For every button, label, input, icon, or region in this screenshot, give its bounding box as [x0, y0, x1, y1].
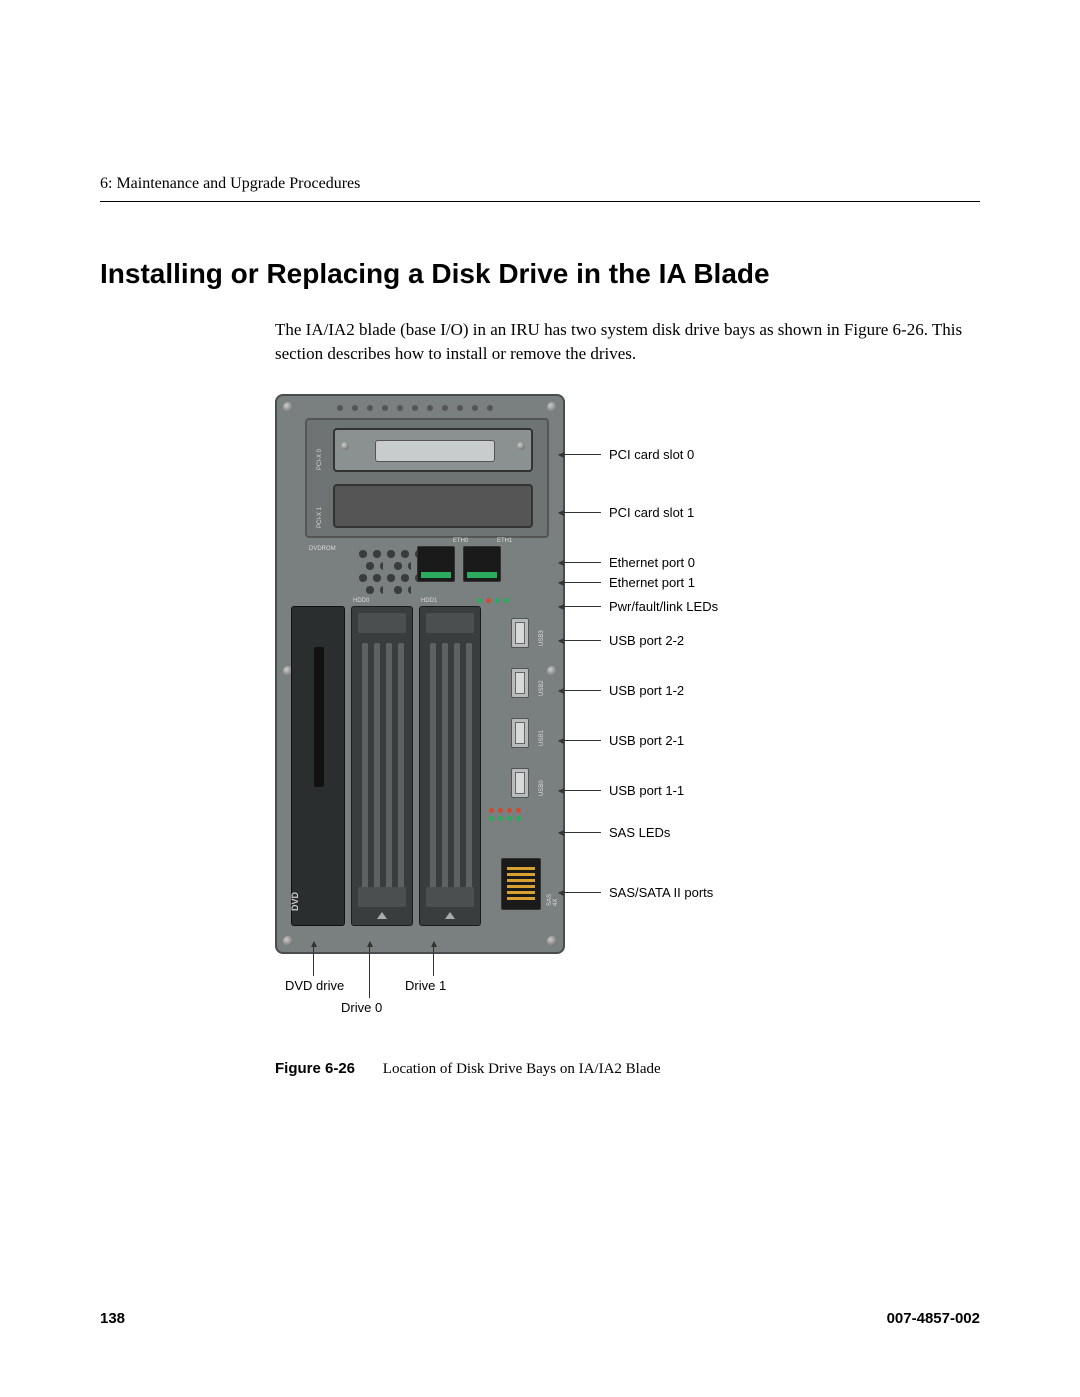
- eth0-label: ETH0: [453, 538, 468, 544]
- ethernet-block: ETH0 ETH1: [417, 546, 537, 594]
- rivet-icon: [487, 405, 493, 411]
- callout-label: Ethernet port 1: [609, 575, 695, 590]
- page-number: 138: [100, 1310, 125, 1327]
- figure-label: Figure 6-26: [275, 1060, 355, 1077]
- callout-label: PCI card slot 0: [609, 447, 694, 462]
- rivet-icon: [337, 405, 343, 411]
- led-icon: [495, 598, 500, 603]
- document-id: 007-4857-002: [887, 1310, 980, 1327]
- callout-item: SAS LEDs: [559, 824, 670, 842]
- page-footer: 138 007-4857-002: [100, 1310, 980, 1327]
- led-icon: [486, 598, 491, 603]
- figure: PCI-X 0 PCI-X 1 DVDROM ETH0 ETH1: [275, 394, 915, 1042]
- callout-label: Drive 1: [405, 978, 446, 993]
- callout-arrow-icon: [559, 892, 601, 893]
- callout-label: SAS/SATA II ports: [609, 885, 713, 900]
- callout-item: USB port 2-2: [559, 632, 684, 650]
- callout-arrow-icon: [559, 606, 601, 607]
- callout-label: Pwr/fault/link LEDs: [609, 599, 718, 614]
- callout-item: USB port 2-1: [559, 732, 684, 750]
- callout-arrow-icon: [559, 790, 601, 791]
- rivet-icon: [382, 405, 388, 411]
- callout-item: Ethernet port 1: [559, 574, 695, 592]
- callout-arrow-icon: [559, 562, 601, 563]
- page: 6: Maintenance and Upgrade Procedures In…: [0, 0, 1080, 1138]
- drive-0-icon: [351, 606, 413, 926]
- callout-arrow-icon: [559, 690, 601, 691]
- callout-item: PCI card slot 1: [559, 504, 694, 522]
- rivet-icon: [397, 405, 403, 411]
- callout-arrow-icon: [559, 582, 601, 583]
- callout-label: USB port 2-1: [609, 733, 684, 748]
- led-icon: [504, 598, 509, 603]
- dvd-slot-icon: [314, 647, 324, 787]
- pci-frame: PCI-X 0 PCI-X 1: [305, 418, 549, 538]
- rivet-icon: [472, 405, 478, 411]
- screw-icon: [547, 402, 557, 412]
- callout-label: Ethernet port 0: [609, 555, 695, 570]
- pci-slot-1: [333, 484, 533, 528]
- running-header: 6: Maintenance and Upgrade Procedures: [100, 175, 980, 193]
- ia-blade-diagram: PCI-X 0 PCI-X 1 DVDROM ETH0 ETH1: [275, 394, 565, 954]
- header-rule: [100, 201, 980, 202]
- screw-icon: [517, 442, 525, 450]
- callout-arrow-icon: [559, 832, 601, 833]
- rivet-icon: [442, 405, 448, 411]
- callout-arrow-icon: [313, 942, 314, 976]
- rivet-icon: [457, 405, 463, 411]
- callout-arrow-icon: [559, 454, 601, 455]
- callout-arrow-icon: [559, 740, 601, 741]
- dvdrom-label: DVDROM: [309, 546, 336, 552]
- led-icon: [477, 598, 482, 603]
- dvd-text: DVD: [290, 892, 300, 911]
- dvd-drive-icon: DVD: [291, 606, 345, 926]
- ethernet-port-0-icon: [417, 546, 455, 582]
- callout-item: USB port 1-2: [559, 682, 684, 700]
- screw-icon: [283, 402, 293, 412]
- pci-slot-0: [333, 428, 533, 472]
- dvi-connector-icon: [375, 440, 495, 462]
- callout-label: DVD drive: [285, 978, 344, 993]
- screw-icon: [341, 442, 349, 450]
- section-title: Installing or Replacing a Disk Drive in …: [100, 258, 980, 290]
- callout-label: Drive 0: [341, 1000, 382, 1015]
- callout-label: USB port 1-1: [609, 783, 684, 798]
- rivet-icon: [427, 405, 433, 411]
- eth1-label: ETH1: [497, 538, 512, 544]
- callout-item: SAS/SATA II ports: [559, 884, 713, 902]
- rivet-icon: [352, 405, 358, 411]
- hdd1-label: HDD1: [421, 598, 437, 604]
- drive-1-icon: [419, 606, 481, 926]
- callout-item: PCI card slot 0: [559, 446, 694, 464]
- callout-label: SAS LEDs: [609, 825, 670, 840]
- drive-area: HDD0 HDD1 DVD: [291, 606, 551, 940]
- rivet-icon: [367, 405, 373, 411]
- hex-vent-icon: [355, 546, 419, 594]
- callout-arrow-icon: [559, 640, 601, 641]
- callout-label: USB port 2-2: [609, 633, 684, 648]
- callout-item: USB port 1-1: [559, 782, 684, 800]
- ethernet-port-1-icon: [463, 546, 501, 582]
- callouts-bottom: DVD drive Drive 0 Drive 1: [275, 962, 565, 1042]
- rivet-icon: [412, 405, 418, 411]
- callout-label: USB port 1-2: [609, 683, 684, 698]
- callout-item: Ethernet port 0: [559, 554, 695, 572]
- pci-label-1: PCI-X 1: [317, 507, 323, 528]
- callouts-right: PCI card slot 0 PCI card slot 1 Ethernet p…: [565, 394, 845, 954]
- status-leds: [477, 598, 509, 603]
- callout-item: Pwr/fault/link LEDs: [559, 598, 718, 616]
- callout-arrow-icon: [369, 942, 370, 998]
- figure-caption-text: Location of Disk Drive Bays on IA/IA2 Bl…: [383, 1061, 661, 1077]
- callout-label: PCI card slot 1: [609, 505, 694, 520]
- hdd0-label: HDD0: [353, 598, 369, 604]
- callout-arrow-icon: [559, 512, 601, 513]
- pci-label-0: PCI-X 0: [317, 449, 323, 470]
- body-paragraph: The IA/IA2 blade (base I/O) in an IRU ha…: [275, 318, 980, 366]
- callout-arrow-icon: [433, 942, 434, 976]
- figure-caption: Figure 6-26 Location of Disk Drive Bays …: [275, 1060, 980, 1078]
